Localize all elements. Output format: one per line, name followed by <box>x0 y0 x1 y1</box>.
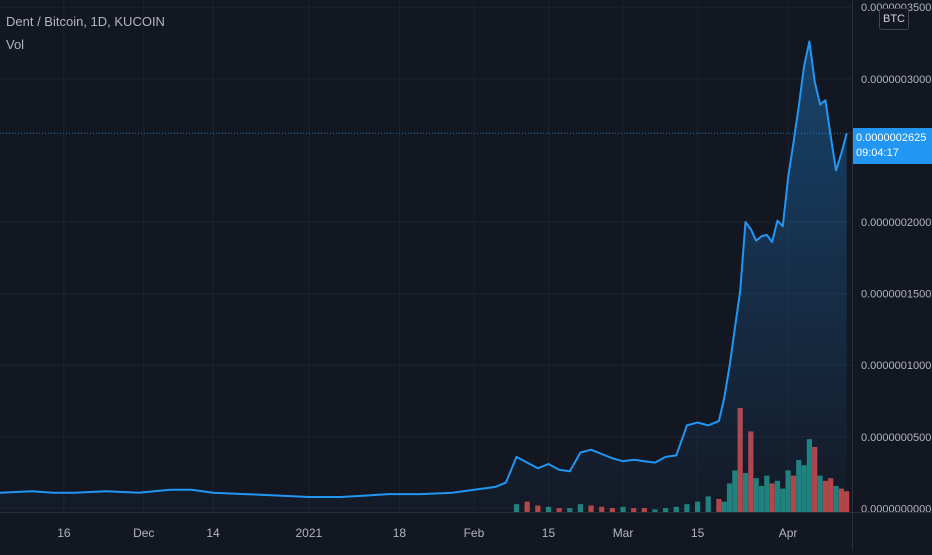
currency-button[interactable]: BTC <box>879 8 909 30</box>
y-tick-label: 0.0000000500 <box>861 432 931 444</box>
volume-indicator-label[interactable]: Vol <box>6 37 25 52</box>
x-tick-label: Dec <box>133 526 154 540</box>
price-line <box>0 40 848 498</box>
y-tick-label: 0.0000002000 <box>861 217 931 229</box>
x-tick-label: Feb <box>464 526 485 540</box>
price-area <box>0 41 847 512</box>
x-tick-label: Apr <box>779 526 798 540</box>
y-tick-label: 0.0000003000 <box>861 74 931 86</box>
symbol-title: Dent / Bitcoin, 1D, KUCOIN <box>6 14 165 29</box>
y-tick-label: 0.0000000000 <box>861 503 931 515</box>
bar-countdown: 09:04:17 <box>856 147 899 159</box>
x-tick-label: 2021 <box>295 526 322 540</box>
y-tick-label: 0.0000001500 <box>861 289 931 301</box>
x-tick-label: 15 <box>542 526 556 540</box>
x-tick-label: 16 <box>57 526 71 540</box>
last-price-value: 0.0000002625 <box>856 132 927 144</box>
x-tick-label: 18 <box>393 526 407 540</box>
x-tick-label: Mar <box>613 526 634 540</box>
y-tick-label: 0.0000001000 <box>861 360 931 372</box>
last-price-tag: 0.0000002625 09:04:17 <box>853 128 932 164</box>
x-tick-label: 14 <box>206 526 220 540</box>
x-tick-label: 15 <box>691 526 705 540</box>
